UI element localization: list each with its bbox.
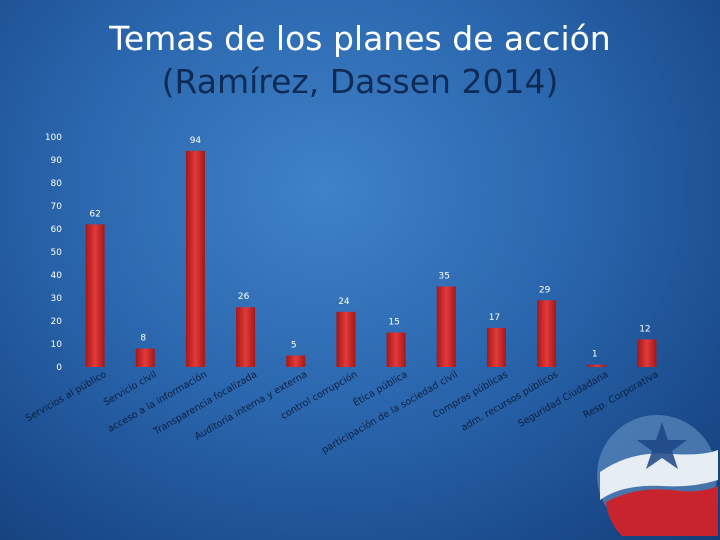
category-label: adm. recursos públicos [459, 369, 560, 434]
data-label: 26 [238, 292, 250, 302]
bar [486, 327, 506, 367]
y-tick-label: 0 [56, 363, 62, 373]
bar [236, 307, 256, 367]
data-label: 62 [89, 209, 100, 219]
data-label: 24 [338, 297, 350, 307]
bar [336, 311, 356, 367]
data-labels-group: 62 8 94 26 5 24 15 35 17 29 1 12 [89, 136, 650, 360]
bar [637, 339, 657, 367]
bar [587, 364, 607, 367]
data-label: 8 [140, 334, 146, 344]
data-label: 35 [439, 272, 450, 282]
y-tick-label: 50 [51, 248, 63, 258]
title-line-main: Temas de los planes de acción [109, 19, 611, 58]
data-label: 17 [489, 313, 500, 323]
data-label: 1 [592, 350, 598, 360]
data-label: 94 [190, 136, 202, 146]
data-label: 29 [539, 285, 551, 295]
bar [436, 286, 456, 367]
data-label: 12 [639, 324, 650, 334]
y-tick-label: 40 [51, 271, 63, 281]
y-tick-label: 60 [51, 225, 63, 235]
y-tick-label: 100 [45, 133, 62, 143]
y-tick-label: 90 [51, 156, 63, 166]
bar [537, 300, 557, 367]
flag-globe-logo [597, 415, 718, 536]
y-tick-label: 80 [51, 179, 63, 189]
bars-group [85, 150, 657, 367]
y-tick-label: 20 [51, 317, 63, 327]
y-axis: 0 10 20 30 40 50 60 70 80 90 100 [45, 133, 62, 373]
bar [185, 150, 205, 367]
category-label: Servicios al público [24, 369, 109, 424]
y-tick-label: 70 [51, 202, 63, 212]
data-label: 5 [291, 341, 297, 351]
y-tick-label: 10 [51, 340, 63, 350]
bar [135, 348, 155, 367]
data-label: 15 [388, 318, 399, 328]
title-line-citation: (Ramírez, Dassen 2014) [161, 61, 559, 101]
bar [386, 332, 406, 367]
bar [286, 355, 306, 367]
y-tick-label: 30 [51, 294, 63, 304]
slide-title: Temas de los planes de acción (Ramírez, … [0, 18, 720, 104]
bar [85, 224, 105, 367]
